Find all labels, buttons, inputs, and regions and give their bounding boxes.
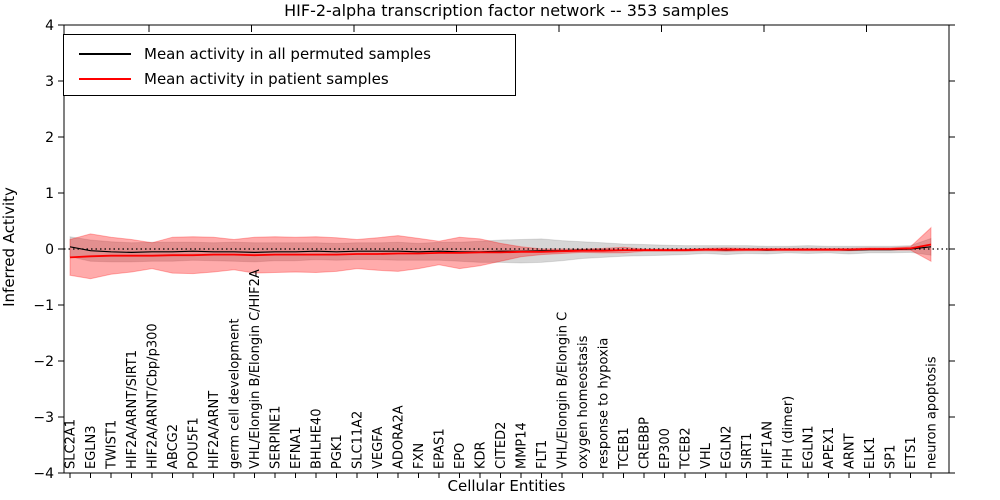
svg-text:FXN: FXN: [412, 443, 427, 469]
svg-text:CITED2: CITED2: [494, 422, 509, 469]
chart-title: HIF-2-alpha transcription factor network…: [284, 1, 729, 20]
svg-text:EP300: EP300: [658, 428, 673, 469]
svg-text:3: 3: [45, 74, 54, 90]
svg-text:−3: −3: [33, 410, 54, 426]
svg-text:TWIST1: TWIST1: [105, 420, 120, 470]
svg-text:HIF2A/ARNT/SIRT1: HIF2A/ARNT/SIRT1: [125, 350, 140, 469]
svg-text:−2: −2: [33, 354, 54, 370]
svg-text:EGLN3: EGLN3: [84, 425, 99, 469]
svg-text:ADORA2A: ADORA2A: [392, 405, 407, 469]
svg-text:MMP14: MMP14: [515, 422, 530, 469]
svg-text:SP1: SP1: [884, 445, 899, 469]
svg-text:SLC11A2: SLC11A2: [351, 411, 366, 469]
svg-text:ETS1: ETS1: [904, 436, 919, 469]
x-ticks-top: [148, 25, 867, 32]
svg-text:neuron apoptosis: neuron apoptosis: [925, 356, 940, 469]
svg-text:HIF1AN: HIF1AN: [761, 421, 776, 469]
svg-text:VEGFA: VEGFA: [371, 427, 386, 469]
patient-line-swatch: [79, 78, 131, 80]
x-tick-labels: SLC2A1 EGLN3 TWIST1 HIF2A/ARNT/SIRT1 HIF2A/A…: [64, 269, 940, 470]
svg-text:−1: −1: [33, 298, 54, 314]
svg-text:FLT1: FLT1: [535, 440, 550, 469]
legend: Mean activity in all permuted samples Me…: [63, 34, 516, 96]
svg-text:oxygen homeostasis: oxygen homeostasis: [576, 335, 591, 469]
svg-text:POU5F1: POU5F1: [187, 417, 202, 469]
svg-text:SLC2A1: SLC2A1: [64, 419, 79, 469]
svg-text:FIH (dimer): FIH (dimer): [781, 396, 796, 469]
y-tick-labels: −4 −3 −2 −1 0 1 2 3 4: [33, 18, 54, 482]
permuted-line-swatch: [79, 53, 131, 55]
x-axis-title: Cellular Entities: [447, 477, 566, 495]
svg-text:TCEB1: TCEB1: [617, 427, 632, 470]
svg-text:2: 2: [45, 130, 54, 146]
y-ticks: [58, 24, 955, 474]
svg-text:−4: −4: [33, 466, 54, 482]
svg-text:EFNA1: EFNA1: [289, 426, 304, 469]
x-ticks-bottom: [69, 473, 932, 478]
svg-text:1: 1: [45, 186, 54, 202]
svg-text:EPAS1: EPAS1: [433, 428, 448, 469]
svg-text:EGLN1: EGLN1: [802, 425, 817, 469]
legend-item-permuted: Mean activity in all permuted samples: [79, 42, 515, 66]
svg-text:response to hypoxia: response to hypoxia: [597, 338, 612, 469]
svg-text:HIF2A/ARNT/Cbp/p300: HIF2A/ARNT/Cbp/p300: [146, 323, 161, 469]
svg-text:0: 0: [45, 242, 54, 258]
legend-label-permuted: Mean activity in all permuted samples: [144, 45, 431, 63]
svg-text:BHLHE40: BHLHE40: [310, 409, 325, 469]
svg-text:EGLN2: EGLN2: [720, 425, 735, 469]
svg-text:SERPINE1: SERPINE1: [269, 406, 284, 469]
svg-text:germ cell development: germ cell development: [228, 319, 243, 469]
svg-text:CREBBP: CREBBP: [638, 417, 653, 469]
band-permuted-std: [69, 236, 932, 264]
svg-text:SIRT1: SIRT1: [740, 433, 755, 469]
svg-text:EPO: EPO: [453, 443, 468, 469]
line-patient-mean: [69, 243, 932, 259]
legend-label-patient: Mean activity in patient samples: [144, 70, 389, 88]
svg-text:APEX1: APEX1: [822, 427, 837, 469]
svg-text:VHL: VHL: [699, 442, 714, 469]
legend-item-patient: Mean activity in patient samples: [79, 67, 515, 91]
svg-text:TCEB2: TCEB2: [679, 427, 694, 470]
svg-text:VHL/Elongin B/Elongin C/HIF2A: VHL/Elongin B/Elongin C/HIF2A: [248, 269, 263, 469]
svg-text:VHL/Elongin B/Elongin C: VHL/Elongin B/Elongin C: [556, 312, 571, 469]
svg-text:ABCG2: ABCG2: [166, 424, 181, 469]
svg-text:ELK1: ELK1: [863, 437, 878, 469]
svg-text:HIF2A/ARNT: HIF2A/ARNT: [207, 391, 222, 469]
svg-text:4: 4: [45, 18, 54, 34]
y-axis-title: Inferred Activity: [0, 187, 18, 307]
svg-text:ARNT: ARNT: [843, 433, 858, 469]
svg-text:PGK1: PGK1: [330, 434, 345, 469]
svg-text:KDR: KDR: [474, 441, 489, 469]
